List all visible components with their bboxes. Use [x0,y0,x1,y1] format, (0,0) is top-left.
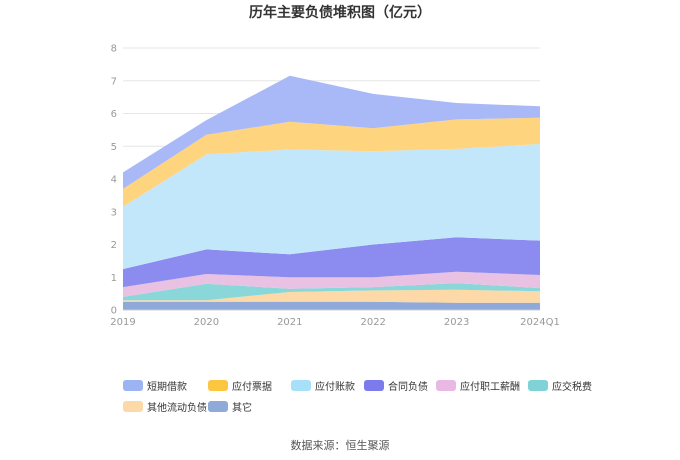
legend-swatch [291,379,311,391]
x-tick-label: 2019 [110,317,135,328]
x-tick-label: 2022 [360,317,385,328]
y-tick-label: 6 [111,109,117,120]
legend-item[interactable]: 应付账款 [291,378,355,393]
legend-label: 其他流动负债 [147,402,207,414]
x-tick-label: 2021 [277,317,302,328]
legend-item[interactable]: 应付票据 [208,378,272,393]
area-series-短期借款[interactable] [123,75,540,189]
legend-item[interactable]: 其他流动负债 [123,399,207,414]
legend-item[interactable]: 其它 [208,399,252,414]
y-axis-ticks: 0 1 2 3 4 5 6 7 8 [111,44,117,317]
area-series-其他流动负债[interactable] [123,289,540,303]
y-tick-label: 1 [111,273,117,284]
legend-swatch [208,379,228,391]
y-tick-label: 5 [111,142,117,153]
legend-label: 应付账款 [315,381,355,393]
legend-swatch [123,379,143,391]
legend-swatch [364,379,384,391]
y-tick-label: 3 [111,207,117,218]
y-tick-label: 4 [111,175,117,186]
area-series-合同负债[interactable] [123,237,540,288]
x-tick-label: 2023 [444,317,469,328]
legend-item[interactable]: 合同负债 [364,378,428,393]
legend-item[interactable]: 应付职工薪酬 [436,378,520,393]
y-tick-label: 0 [111,306,117,317]
y-tick-label: 2 [111,240,117,251]
chart-title: 历年主要负债堆积图（亿元） [249,5,431,21]
legend-swatch [208,400,228,412]
area-layers [123,75,540,310]
x-tick-label: 2020 [194,317,219,328]
y-tick-label: 7 [111,76,117,87]
data-source: 数据来源：恒生聚源 [290,439,390,452]
legend-label: 短期借款 [147,381,187,393]
legend-swatch [528,379,548,391]
stacked-area-chart: 0 1 2 3 4 5 6 7 8 2019 2020 2021 2022 2023 2024Q1 [110,44,560,329]
x-axis-ticks: 2019 2020 2021 2022 2023 2024Q1 [110,317,560,328]
legend-item[interactable]: 应交税费 [528,378,592,393]
area-series-应付职工薪酬[interactable] [123,271,540,297]
legend-label: 合同负债 [388,381,428,393]
legend-swatch [436,379,456,391]
legend-label: 应付票据 [232,381,272,393]
area-series-其它[interactable] [123,301,540,310]
y-tick-label: 8 [111,44,117,55]
area-series-应付票据[interactable] [123,117,540,207]
legend-label: 其它 [232,402,252,414]
legend-item[interactable]: 短期借款 [123,378,187,393]
legend-label: 应付职工薪酬 [460,381,520,393]
x-tick-label: 2024Q1 [520,317,560,328]
area-series-应交税费[interactable] [123,283,540,301]
legend-label: 应交税费 [552,381,592,393]
legend-swatch [123,400,143,412]
area-series-应付账款[interactable] [123,144,540,270]
